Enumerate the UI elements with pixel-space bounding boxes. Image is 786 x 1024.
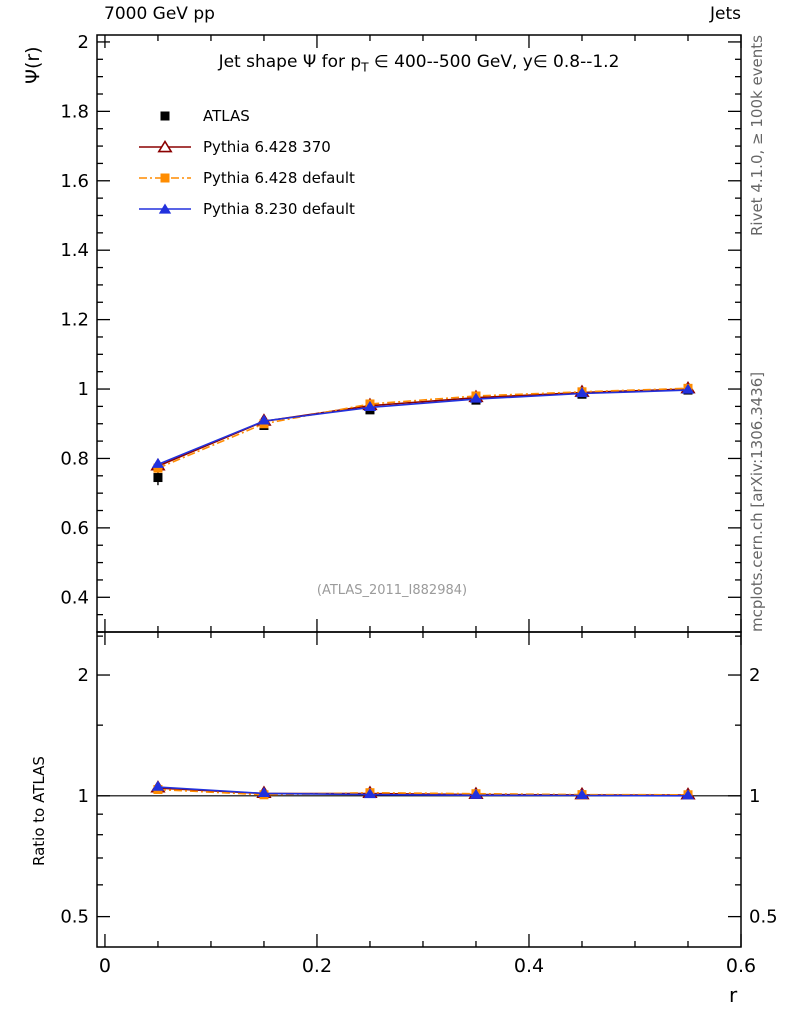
x-tick-label: 0.2	[302, 955, 332, 977]
legend-label-pythia-8-230-default: Pythia 8.230 default	[203, 199, 355, 218]
main-y-tick-label: 1.4	[60, 240, 89, 261]
analysis-group-label: Jets	[710, 4, 741, 24]
main-y-tick-label: 1.8	[60, 101, 89, 122]
legend-label-pythia-6-428-370: Pythia 6.428 370	[203, 137, 331, 156]
legend: ATLAS Pythia 6.428 370 Pythia 6.428 defaul…	[137, 100, 355, 224]
legend-marker-atlas	[160, 111, 170, 120]
legend-marker-pythia-6-428-370	[139, 139, 191, 152]
ratio-panel-frame	[96, 631, 742, 948]
main-y-tick-label: 0.8	[60, 448, 89, 469]
ratio-y-tick-label-left: 1	[78, 786, 89, 807]
ratio-y-tick-label-left: 2	[78, 665, 89, 686]
main-y-tick-label: 0.6	[60, 518, 89, 539]
main-y-axis-title: Ψ(r)	[22, 46, 44, 84]
x-tick-label: 0.4	[514, 955, 544, 977]
ratio-y-tick-label-right: 0.5	[749, 907, 778, 928]
series-pythia-8-230-default-ratio	[151, 780, 695, 800]
ratio-y-tick-label-right: 2	[749, 665, 760, 686]
ratio-y-tick-label-left: 0.5	[60, 907, 89, 928]
ratio-y-tick-label-right: 1	[749, 786, 760, 807]
legend-item-pythia-8-230-default: Pythia 8.230 default	[137, 193, 355, 224]
main-y-tick-label: 2	[78, 32, 89, 53]
plot-title-subscript: T	[361, 60, 369, 75]
plot-title-text-2: ∈ 400--500 GeV, y∈ 0.8--1.2	[368, 52, 620, 72]
analysis-id-watermark: (ATLAS_2011_I882984)	[316, 583, 468, 598]
legend-item-pythia-6-428-default: Pythia 6.428 default	[137, 162, 355, 193]
legend-marker-pythia-6-428-default	[139, 173, 191, 182]
x-tick-label: 0	[99, 955, 111, 977]
main-y-tick-label: 1	[78, 379, 89, 400]
legend-marker-pythia-8-230-default	[139, 203, 191, 214]
legend-label-atlas: ATLAS	[203, 106, 250, 125]
main-y-tick-label: 1.2	[60, 310, 89, 331]
series-pythia-8-230-default-main	[151, 383, 695, 468]
axes: 0 0.2 0.4 0.6 0.4 0.6 0.8 1 1.2 1.4 1.6 1.8 2 0.5 0.5 1…	[60, 32, 777, 977]
mcplots-caption: mcplots.cern.ch [arXiv:1306.3436]	[748, 371, 766, 632]
legend-item-pythia-6-428-370: Pythia 6.428 370	[137, 131, 355, 162]
legend-item-atlas: ATLAS	[137, 100, 355, 131]
beam-energy-label: 7000 GeV pp	[104, 4, 215, 24]
series-pythia-6-428-370-main	[150, 381, 696, 471]
x-tick-label: 0.6	[726, 955, 756, 977]
rivet-version-caption: Rivet 4.1.0, ≥ 100k events	[748, 35, 766, 237]
ratio-y-axis-title: Ratio to ATLAS	[30, 756, 48, 866]
plot-title: Jet shape Ψ for pT ∈ 400--500 GeV, y∈ 0.…	[97, 52, 741, 74]
x-axis-title: r	[729, 983, 738, 1007]
main-y-tick-label: 0.4	[60, 587, 89, 608]
plot-title-text-1: Jet shape Ψ for p	[218, 52, 362, 72]
main-y-tick-label: 1.6	[60, 171, 89, 192]
series-pythia-6-428-default-main	[153, 383, 693, 473]
legend-label-pythia-6-428-default: Pythia 6.428 default	[203, 168, 355, 187]
